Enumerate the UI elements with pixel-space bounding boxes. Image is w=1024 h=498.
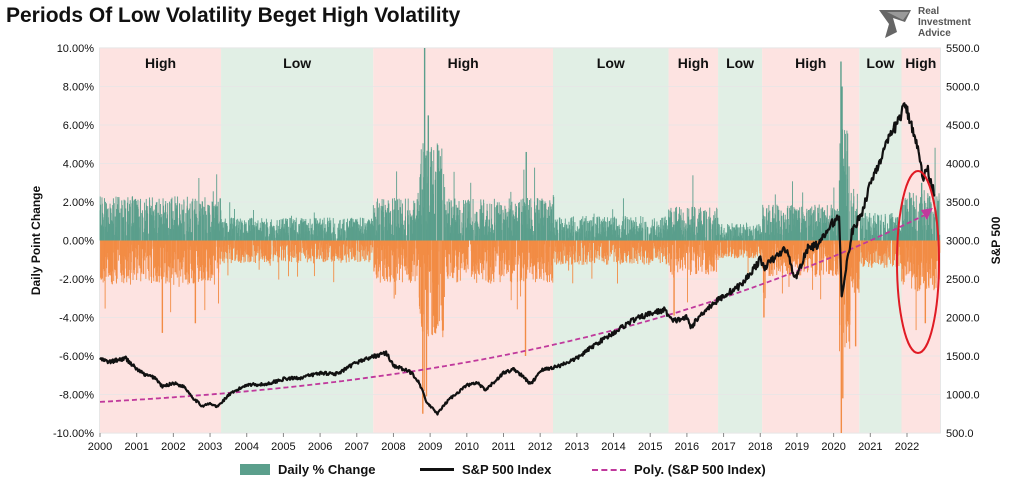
regime-label-7: Low	[866, 55, 894, 71]
logo-text: Real Investment Advice	[918, 6, 971, 39]
regime-label-6: High	[795, 55, 826, 71]
regime-label-0: High	[145, 55, 176, 71]
regime-label-4: High	[678, 55, 709, 71]
logo-line-2: Investment	[918, 17, 971, 28]
logo-icon	[879, 10, 911, 38]
regime-label-1: Low	[283, 55, 311, 71]
chart-title: Periods Of Low Volatility Beget High Vol…	[6, 4, 461, 27]
regime-label-5: Low	[726, 55, 754, 71]
regime-label-3: Low	[597, 55, 625, 71]
regime-label-8: High	[905, 55, 936, 71]
regime-label-2: High	[448, 55, 479, 71]
logo-line-3: Advice	[918, 28, 951, 39]
daily-change-bars	[99, 48, 941, 433]
logo-line-1: Real	[918, 6, 940, 17]
